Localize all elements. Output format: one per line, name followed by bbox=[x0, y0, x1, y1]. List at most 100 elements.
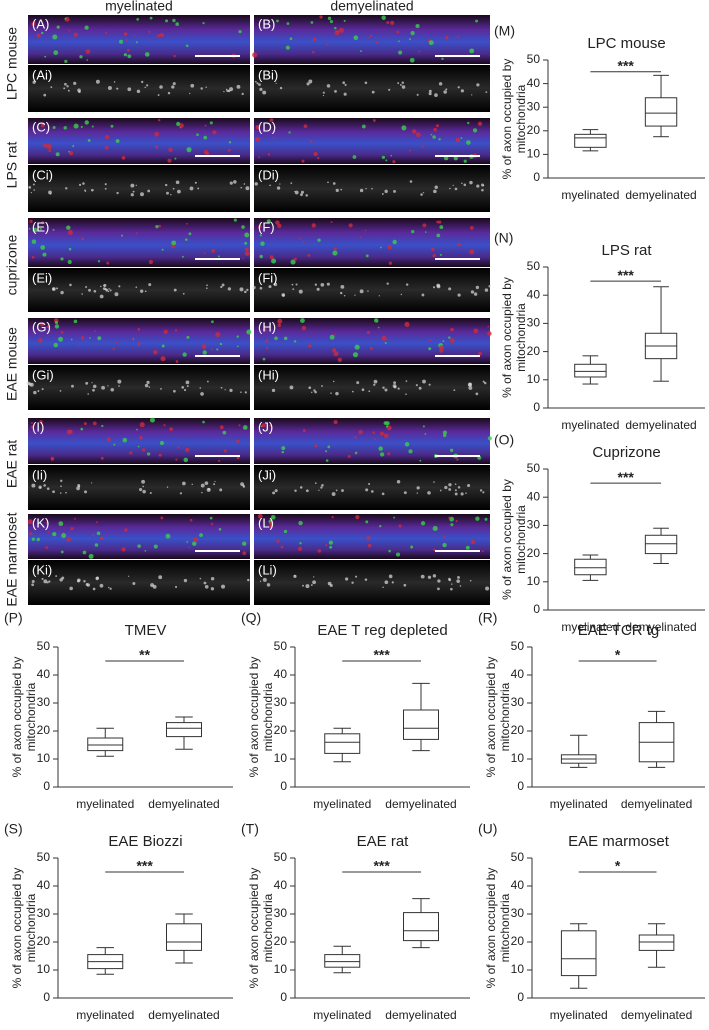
image-speck bbox=[166, 191, 169, 195]
y-tick-label: 0 bbox=[533, 602, 540, 616]
image-speck bbox=[204, 481, 209, 486]
image-speck bbox=[365, 254, 369, 258]
image-speck bbox=[117, 379, 122, 384]
image-speck bbox=[364, 81, 368, 85]
image-speck bbox=[388, 574, 393, 579]
image-speck bbox=[475, 516, 480, 521]
image-speck bbox=[259, 87, 263, 91]
image-speck bbox=[81, 237, 84, 241]
image-speck bbox=[50, 456, 54, 460]
y-axis-label: mitochondria bbox=[514, 84, 528, 153]
panel-label: (H) bbox=[258, 319, 276, 334]
x-tick-label: myelinated bbox=[561, 620, 619, 634]
image-speck bbox=[386, 21, 390, 25]
image-speck bbox=[186, 385, 189, 388]
image-speck bbox=[384, 189, 388, 193]
y-tick-label: 0 bbox=[280, 779, 287, 793]
image-speck bbox=[321, 385, 323, 387]
image-speck bbox=[123, 53, 128, 57]
image-speck bbox=[405, 283, 409, 286]
image-speck bbox=[207, 487, 211, 491]
panel-label: (Fi) bbox=[258, 270, 278, 285]
image-speck bbox=[203, 252, 206, 254]
y-tick-label: 50 bbox=[274, 850, 288, 864]
y-axis-label: % of axon occupied by bbox=[247, 868, 261, 989]
image-speck bbox=[77, 344, 79, 347]
image-speck bbox=[236, 84, 241, 89]
y-axis-label: mitochondria bbox=[24, 893, 38, 962]
image-speck bbox=[76, 579, 80, 583]
image-speck bbox=[482, 491, 485, 494]
image-speck bbox=[61, 576, 65, 580]
image-speck bbox=[60, 550, 64, 554]
image-speck bbox=[64, 17, 67, 20]
x-tick-label: demyelinated bbox=[625, 188, 696, 202]
x-tick-label: demyelinated bbox=[621, 1008, 692, 1022]
image-speck bbox=[420, 193, 423, 196]
image-speck bbox=[92, 421, 97, 426]
image-speck bbox=[142, 489, 146, 494]
image-speck bbox=[141, 479, 146, 484]
panel-label: (B) bbox=[258, 16, 275, 31]
image-speck bbox=[352, 155, 357, 159]
image-speck bbox=[420, 521, 426, 526]
image-speck bbox=[427, 575, 432, 579]
image-speck bbox=[371, 490, 374, 493]
box bbox=[166, 722, 202, 738]
image-speck bbox=[478, 351, 482, 356]
image-speck bbox=[144, 52, 150, 57]
y-tick-label: 10 bbox=[527, 574, 541, 588]
image-speck bbox=[382, 586, 384, 589]
y-tick-label: 10 bbox=[511, 962, 525, 976]
image-speck bbox=[58, 336, 64, 342]
image-speck bbox=[361, 388, 365, 392]
y-tick-label: 40 bbox=[274, 878, 288, 892]
image-speck bbox=[445, 88, 448, 91]
y-axis-label: % of axon occupied by bbox=[10, 868, 24, 989]
image-speck bbox=[384, 388, 388, 392]
image-speck bbox=[396, 30, 400, 34]
image-speck bbox=[438, 345, 444, 351]
image-speck bbox=[332, 250, 338, 256]
image-speck bbox=[185, 222, 188, 225]
image-speck bbox=[40, 245, 46, 250]
image-speck bbox=[84, 120, 89, 125]
image-speck bbox=[366, 330, 370, 335]
y-tick-label: 50 bbox=[274, 639, 288, 653]
image-speck bbox=[91, 125, 94, 128]
image-speck bbox=[268, 285, 272, 289]
image-speck bbox=[52, 490, 55, 494]
image-speck bbox=[109, 289, 112, 292]
image-speck bbox=[45, 546, 49, 550]
image-speck bbox=[372, 431, 375, 434]
image-speck bbox=[307, 253, 311, 257]
x-tick-label: demyelinated bbox=[148, 1008, 219, 1022]
image-speck bbox=[457, 86, 460, 89]
image-speck bbox=[66, 537, 71, 542]
image-speck bbox=[327, 16, 332, 20]
image-speck bbox=[352, 352, 359, 358]
image-speck bbox=[219, 342, 223, 346]
image-speck bbox=[333, 247, 337, 251]
image-speck bbox=[113, 81, 116, 83]
image-speck bbox=[82, 550, 87, 555]
image-speck bbox=[243, 183, 246, 185]
y-tick-label: 0 bbox=[533, 170, 540, 184]
image-speck bbox=[73, 319, 78, 324]
image-speck bbox=[374, 318, 379, 323]
image-speck bbox=[137, 342, 141, 346]
image-speck bbox=[325, 450, 328, 453]
image-speck bbox=[427, 491, 431, 495]
image-speck bbox=[277, 318, 283, 324]
image-speck bbox=[403, 583, 407, 587]
image-speck bbox=[428, 40, 434, 46]
image-speck bbox=[365, 520, 369, 524]
image-speck bbox=[242, 425, 248, 430]
gray-image bbox=[28, 465, 250, 510]
image-speck bbox=[313, 151, 318, 157]
image-speck bbox=[196, 133, 199, 137]
y-axis-label: % of axon occupied by bbox=[500, 277, 514, 398]
image-speck bbox=[254, 182, 258, 186]
image-speck bbox=[485, 586, 490, 591]
image-speck bbox=[379, 452, 385, 457]
